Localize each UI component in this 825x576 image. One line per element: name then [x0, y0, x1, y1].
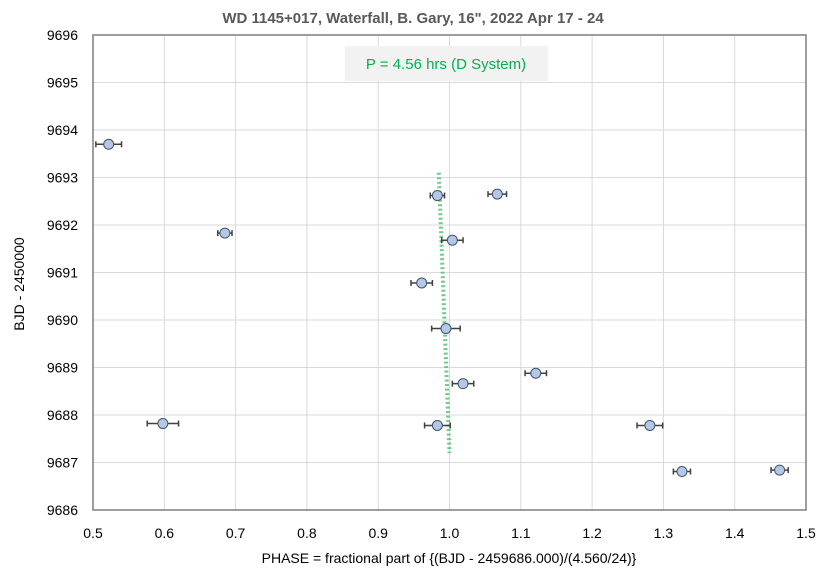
x-tick-label: 0.8 — [297, 525, 317, 541]
data-point — [440, 234, 464, 246]
x-tick-label: 0.6 — [155, 525, 175, 541]
data-point — [429, 190, 446, 202]
data-point — [524, 367, 548, 379]
y-tick-label: 9691 — [47, 265, 78, 281]
x-tick-labels: 0.5 0.6 0.7 0.8 0.9 1.0 1.1 1.2 1.3 1.4 1.5 — [83, 525, 816, 541]
point-marker — [676, 466, 688, 478]
plot-frame — [92, 34, 807, 511]
data-point — [423, 419, 451, 431]
y-tick-label: 9692 — [47, 217, 78, 233]
point-marker — [157, 418, 169, 430]
y-tick-label: 9686 — [47, 502, 78, 518]
y-tick-labels: 9686 9687 9688 9689 9690 9691 9692 9693 9694 9695… — [47, 27, 78, 518]
x-tick-label: 1.0 — [440, 525, 460, 541]
data-point — [636, 419, 664, 431]
x-tick-label: 1.1 — [511, 525, 531, 541]
point-marker — [446, 234, 458, 246]
data-point — [95, 138, 123, 150]
data-point — [430, 323, 461, 335]
y-tick-label: 9689 — [47, 360, 78, 376]
data-point — [672, 466, 692, 478]
y-tick-label: 9696 — [47, 27, 78, 43]
y-tick-label: 9688 — [47, 407, 78, 423]
y-tick-label: 9694 — [47, 122, 78, 138]
point-marker — [219, 227, 231, 239]
annotation-text: P = 4.56 hrs (D System) — [366, 56, 526, 73]
annotation-background — [345, 46, 548, 81]
data-point — [451, 378, 475, 390]
point-marker — [431, 190, 443, 202]
point-marker — [431, 419, 443, 431]
point-marker — [457, 378, 469, 390]
x-tick-label: 1.2 — [582, 525, 602, 541]
x-tick-label: 0.5 — [83, 525, 103, 541]
data-point — [487, 188, 508, 200]
chart-title: WD 1145+017, Waterfall, B. Gary, 16", 20… — [222, 10, 604, 27]
x-tick-label: 1.4 — [725, 525, 745, 541]
data-point — [146, 418, 180, 430]
point-marker — [103, 138, 115, 150]
point-marker — [491, 188, 503, 200]
data-point — [770, 464, 789, 476]
point-marker — [530, 367, 542, 379]
point-marker — [416, 277, 428, 289]
y-tick-label: 9695 — [47, 75, 78, 91]
x-axis-label: PHASE = fractional part of {(BJD - 24596… — [262, 550, 637, 566]
x-tick-label: 1.3 — [654, 525, 674, 541]
point-marker — [774, 464, 786, 476]
x-tick-label: 0.7 — [226, 525, 246, 541]
y-tick-label: 9687 — [47, 455, 78, 471]
trend-line-group — [436, 172, 452, 454]
data-points — [95, 138, 789, 478]
data-point — [410, 277, 434, 289]
x-tick-label: 0.9 — [368, 525, 388, 541]
y-axis-label: BJD - 2450000 — [11, 237, 27, 331]
data-point — [217, 227, 233, 239]
y-tick-label: 9690 — [47, 312, 78, 328]
point-marker — [644, 419, 656, 431]
x-tick-label: 1.5 — [796, 525, 816, 541]
point-marker — [440, 323, 452, 335]
y-tick-label: 9693 — [47, 170, 78, 186]
annotation-box: P = 4.56 hrs (D System) — [345, 46, 548, 81]
trend-line — [436, 172, 452, 454]
